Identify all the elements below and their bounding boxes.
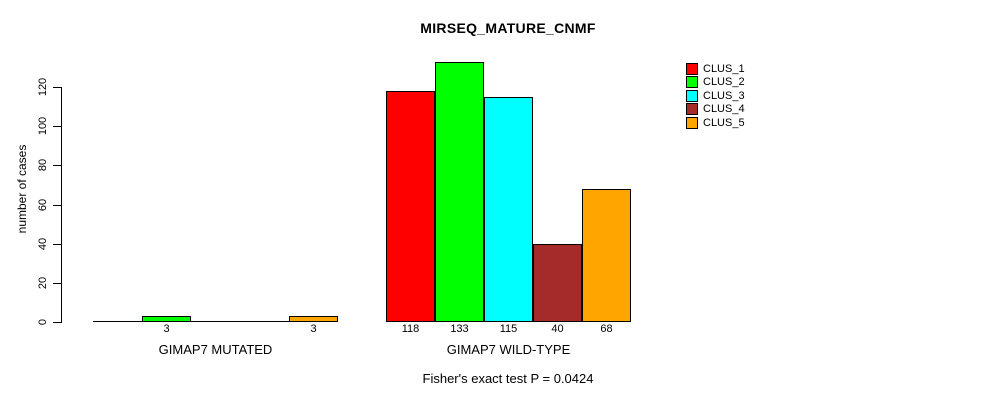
bar-CLUS_5 xyxy=(289,316,338,322)
y-axis-tick-label: 60 xyxy=(37,198,49,212)
legend-item-label: CLUS_4 xyxy=(703,103,745,115)
y-axis-tick xyxy=(53,283,61,284)
bar-value-label: 133 xyxy=(450,323,469,335)
bar-CLUS_1 xyxy=(386,91,435,322)
bar-value-label: 3 xyxy=(163,323,170,335)
y-axis-tick-label: 20 xyxy=(37,276,49,290)
y-axis-tick xyxy=(53,322,61,323)
y-axis-tick xyxy=(53,165,61,166)
bar-CLUS_2 xyxy=(142,316,191,322)
bar-CLUS_1 xyxy=(93,321,142,322)
y-axis-tick xyxy=(53,126,61,127)
legend-item-label: CLUS_2 xyxy=(703,76,745,88)
bar-CLUS_4 xyxy=(533,244,582,322)
legend-item-CLUS_5: CLUS_5 xyxy=(686,117,745,129)
legend-item-CLUS_3: CLUS_3 xyxy=(686,90,745,102)
y-axis-tick xyxy=(53,87,61,88)
legend-swatch-icon xyxy=(686,63,698,75)
y-axis-label: number of cases xyxy=(15,144,29,234)
y-axis-tick-label: 120 xyxy=(37,77,49,97)
legend-item-CLUS_1: CLUS_1 xyxy=(686,63,745,75)
bar-value-label: 118 xyxy=(401,323,420,335)
y-axis-tick xyxy=(53,205,61,206)
bar-value-label: 40 xyxy=(551,323,564,335)
legend-item-label: CLUS_3 xyxy=(703,90,745,102)
legend-swatch-icon xyxy=(686,90,698,102)
legend-swatch-icon xyxy=(686,117,698,129)
group-label: GIMAP7 MUTATED xyxy=(158,342,273,357)
bar-value-label: 115 xyxy=(499,323,518,335)
bar-CLUS_3 xyxy=(191,321,240,322)
chart-title: MIRSEQ_MATURE_CNMF xyxy=(420,20,596,36)
y-axis-tick-label: 100 xyxy=(37,116,49,136)
legend-swatch-icon xyxy=(686,103,698,115)
bar-CLUS_5 xyxy=(582,189,631,322)
legend-item-label: CLUS_5 xyxy=(703,117,745,129)
bar-value-label: 3 xyxy=(310,323,317,335)
bar-value-label: 68 xyxy=(600,323,613,335)
bar-CLUS_3 xyxy=(484,97,533,322)
bar-CLUS_4 xyxy=(240,321,289,322)
y-axis-tick-label: 0 xyxy=(37,318,49,326)
legend-item-CLUS_2: CLUS_2 xyxy=(686,76,745,88)
group-label: GIMAP7 WILD-TYPE xyxy=(446,342,571,357)
legend-item-CLUS_4: CLUS_4 xyxy=(686,103,745,115)
bar-CLUS_2 xyxy=(435,62,484,322)
legend-swatch-icon xyxy=(686,76,698,88)
y-axis-line xyxy=(61,87,62,323)
legend-item-label: CLUS_1 xyxy=(703,63,745,75)
y-axis-tick-label: 80 xyxy=(37,158,49,172)
y-axis-tick-label: 40 xyxy=(37,237,49,251)
y-axis-tick xyxy=(53,244,61,245)
annotation-text: Fisher's exact test P = 0.0424 xyxy=(422,371,594,386)
